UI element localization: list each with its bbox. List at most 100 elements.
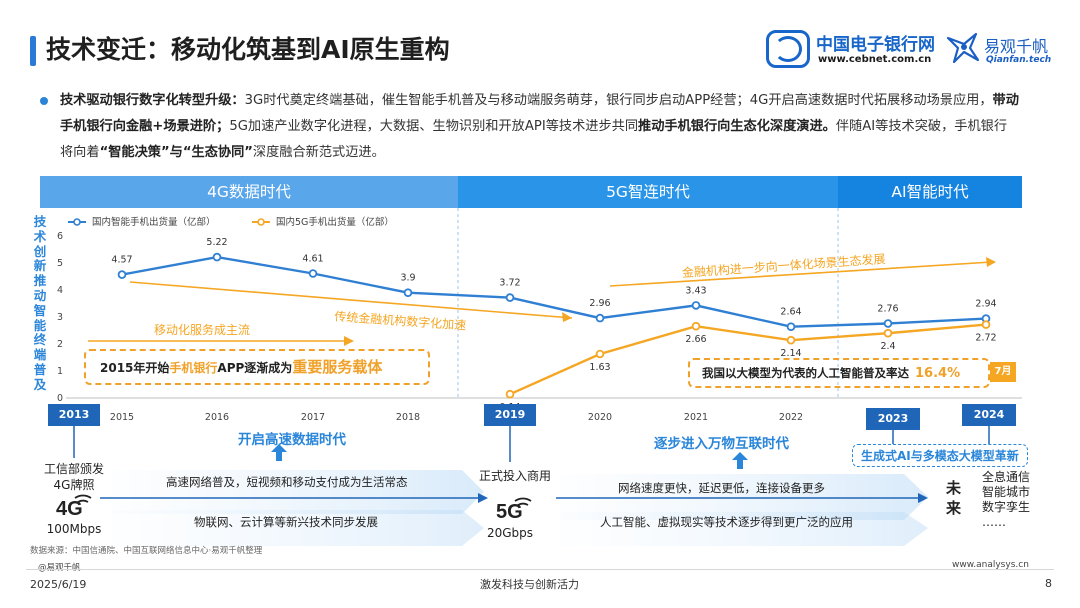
callout-text: APP逐渐成为 [217, 361, 293, 375]
timeline-band-4g-b [112, 510, 484, 546]
data-point [212, 252, 222, 262]
data-label: 5.22 [206, 237, 227, 248]
data-source: 数据来源：中国信通院、中国互联网络信息中心·易观千帆整理 [30, 546, 263, 556]
x-tick-label: 2018 [396, 412, 420, 423]
intro-part: 深度融合新范式迈进。 [252, 145, 385, 160]
up-arrow-icon [271, 444, 287, 461]
data-label: 3.9 [400, 273, 415, 284]
side-vertical-label: 技术创新推动智能终端普及 [33, 214, 47, 392]
data-label: 3.72 [499, 278, 520, 289]
series-line-smartphone [121, 255, 987, 328]
x-tick-label: 2016 [205, 412, 229, 423]
annotation-arrow [129, 281, 573, 319]
data-point [505, 293, 515, 302]
data-point [786, 335, 796, 345]
data-point [595, 313, 605, 323]
qianfan-logo-icon [946, 32, 980, 64]
legend-label: 国内5G手机出货量（亿部） [276, 216, 394, 228]
data-label: 2.94 [975, 299, 996, 310]
callout-text: 我国以大模型为代表的人工智能普及率达 [702, 366, 909, 380]
timeline-text-5g-1: 网络速度更快，延迟更低，连接设备更多 [618, 481, 825, 495]
y-tick-label: 0 [57, 393, 63, 404]
timeline-arrowhead-icon [918, 493, 928, 503]
timeline-text-5g-2: 人工智能、虚拟现实等技术逐步得到更广泛的应用 [600, 515, 853, 529]
year-box-2013: 2013 [48, 404, 100, 426]
data-point [117, 270, 127, 279]
future-item: 数字孪生 [982, 500, 1031, 514]
data-point [883, 319, 893, 328]
future-item: 智能城市 [982, 485, 1031, 499]
miit-label: 工信部颁发 [43, 462, 104, 476]
data-label: 4.57 [111, 255, 132, 266]
future-item: …… [982, 515, 1006, 529]
bullet-dot-icon [40, 97, 48, 105]
x-tick-label: 2017 [301, 412, 325, 423]
timeline-text-4g-2: 物联网、云计算等新兴技术同步发展 [194, 515, 378, 529]
timeline-band-5g-b [560, 512, 928, 546]
cebnet-logo-url: www.cebnet.com.cn [818, 54, 932, 65]
series-line-5g [509, 323, 987, 396]
intro-part: 5G加速产业数字化进程，大数据、生物识别和开放API等技术进步共同 [229, 119, 639, 134]
callout-text: 2015年开始 [100, 361, 170, 375]
annotation-text: 传统金融机构数字化加速 [334, 308, 467, 332]
intro-part: 推动手机银行向生态化深度演进。 [638, 119, 836, 134]
speed-4g-label: 100Mbps [46, 522, 102, 536]
data-point [308, 269, 318, 278]
data-point [595, 349, 605, 359]
footer-date: 2025/6/19 [30, 578, 87, 591]
cebnet-logo-name: 中国电子银行网 [816, 35, 935, 55]
data-label: 2.96 [589, 298, 610, 309]
future-label: 未来 [946, 478, 964, 518]
page-title: 技术变迁：移动化筑基到AI原生重构 [46, 35, 450, 64]
4g-icon-text: 4G [56, 498, 83, 520]
year-box-2024: 2024 [962, 404, 1016, 426]
future-item: 全息通信 [982, 470, 1031, 484]
intro-part: “智能决策”与“生态协同” [99, 145, 253, 160]
y-tick-label: 1 [57, 366, 63, 377]
legend-marker [257, 218, 265, 226]
y-tick-label: 3 [57, 312, 63, 323]
timeline-graphics: 4G 5G [56, 426, 990, 546]
data-label: 2.14 [780, 348, 801, 359]
data-point [505, 389, 515, 399]
y-tick-label: 6 [57, 231, 63, 242]
callout-percent: 16.4% [915, 366, 961, 381]
x-tick-label: 2021 [684, 412, 708, 423]
footer-slogan: 激发科技与创新活力 [480, 578, 579, 591]
data-point [403, 288, 413, 298]
annotation-arrowhead-icon [562, 312, 572, 322]
x-tick-label: 2022 [779, 412, 803, 423]
shipment-line-chart: 0 1 2 3 4 5 6 2015 2016 2017 2018 2020 2021 2022 传统金融机… [57, 208, 1022, 423]
milestone-high-speed-data: 开启高速数据时代 [238, 432, 346, 448]
up-arrow-icon [732, 452, 748, 469]
data-point [691, 301, 701, 310]
legend-label: 国内智能手机出货量（亿部） [92, 216, 216, 228]
annotation-arrowhead-icon [344, 336, 354, 346]
speed-5g-label: 20Gbps [486, 526, 534, 540]
intro-paragraph: 技术驱动银行数字化转型升级：3G时代奠定终端基础，催生智能手机普及与移动端服务萌… [60, 88, 1020, 166]
cebnet-logo-swirl-icon [774, 36, 802, 62]
5g-signal-icon: 5G [496, 497, 532, 523]
data-point [786, 322, 796, 332]
cebnet-logo-icon [766, 30, 810, 68]
5g-icon-text: 5G [496, 501, 523, 523]
4g-signal-icon: 4G [56, 494, 92, 520]
month-tag: 7月 [990, 362, 1016, 382]
callout-ai-penetration: 我国以大模型为代表的人工智能普及率达 16.4% [688, 358, 990, 388]
data-label: 4.61 [302, 254, 323, 265]
qianfan-logo-name: 易观千帆 [984, 37, 1049, 56]
data-point [883, 328, 893, 338]
annotation-arrowhead-icon [986, 257, 996, 267]
footer-site: www.analysys.cn [952, 560, 1029, 570]
watermark: @易观千帆 [38, 563, 81, 573]
intro-part: 3G时代奠定终端基础，催生智能手机普及与移动端服务萌芽，银行同步启动APP经营；… [244, 93, 993, 108]
year-box-2019: 2019 [484, 404, 536, 426]
annotation-arrow [609, 261, 993, 287]
legend-marker [73, 218, 81, 226]
future-text: 未来 [946, 479, 962, 517]
future-list: 全息通信 智能城市 数字孪生 …… [982, 470, 1030, 530]
milestone-iot-era: 逐步进入万物互联时代 [654, 436, 789, 452]
annotation-text: 移动化服务成主流 [154, 322, 250, 337]
y-tick-label: 2 [57, 339, 63, 350]
title-accent-bar [30, 36, 36, 66]
